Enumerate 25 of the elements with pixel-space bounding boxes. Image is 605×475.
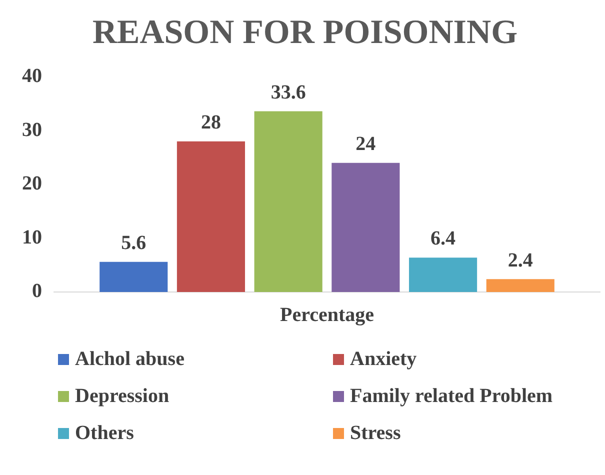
y-tick-label: 20: [22, 172, 42, 195]
data-label: 5.6: [121, 232, 146, 254]
y-tick-label: 10: [22, 226, 42, 248]
bar: [332, 162, 400, 292]
x-tick-label: Percentage: [280, 304, 374, 326]
y-tick-label: 40: [22, 64, 42, 87]
legend-label: Family related Problem: [350, 385, 553, 408]
chart-title: REASON FOR POISONING: [92, 14, 518, 52]
legend-label: Stress: [350, 422, 401, 445]
data-label: 6.4: [430, 228, 456, 250]
legend-label: Others: [75, 422, 134, 445]
data-label: 28: [200, 112, 221, 134]
data-label: 24: [356, 133, 376, 156]
bar: [176, 141, 246, 292]
y-tick-label: 30: [22, 118, 42, 141]
legend-label: Alchol abuse: [75, 348, 184, 371]
data-label: 33.6: [270, 81, 306, 104]
legend-label: Anxiety: [350, 348, 417, 371]
bar: [408, 258, 478, 292]
legend-label: Depression: [75, 385, 170, 408]
y-tick-label: 0: [32, 280, 42, 302]
bar: [486, 279, 554, 292]
bar: [254, 111, 322, 292]
data-label: 2.4: [508, 249, 533, 272]
bar: [100, 262, 168, 292]
